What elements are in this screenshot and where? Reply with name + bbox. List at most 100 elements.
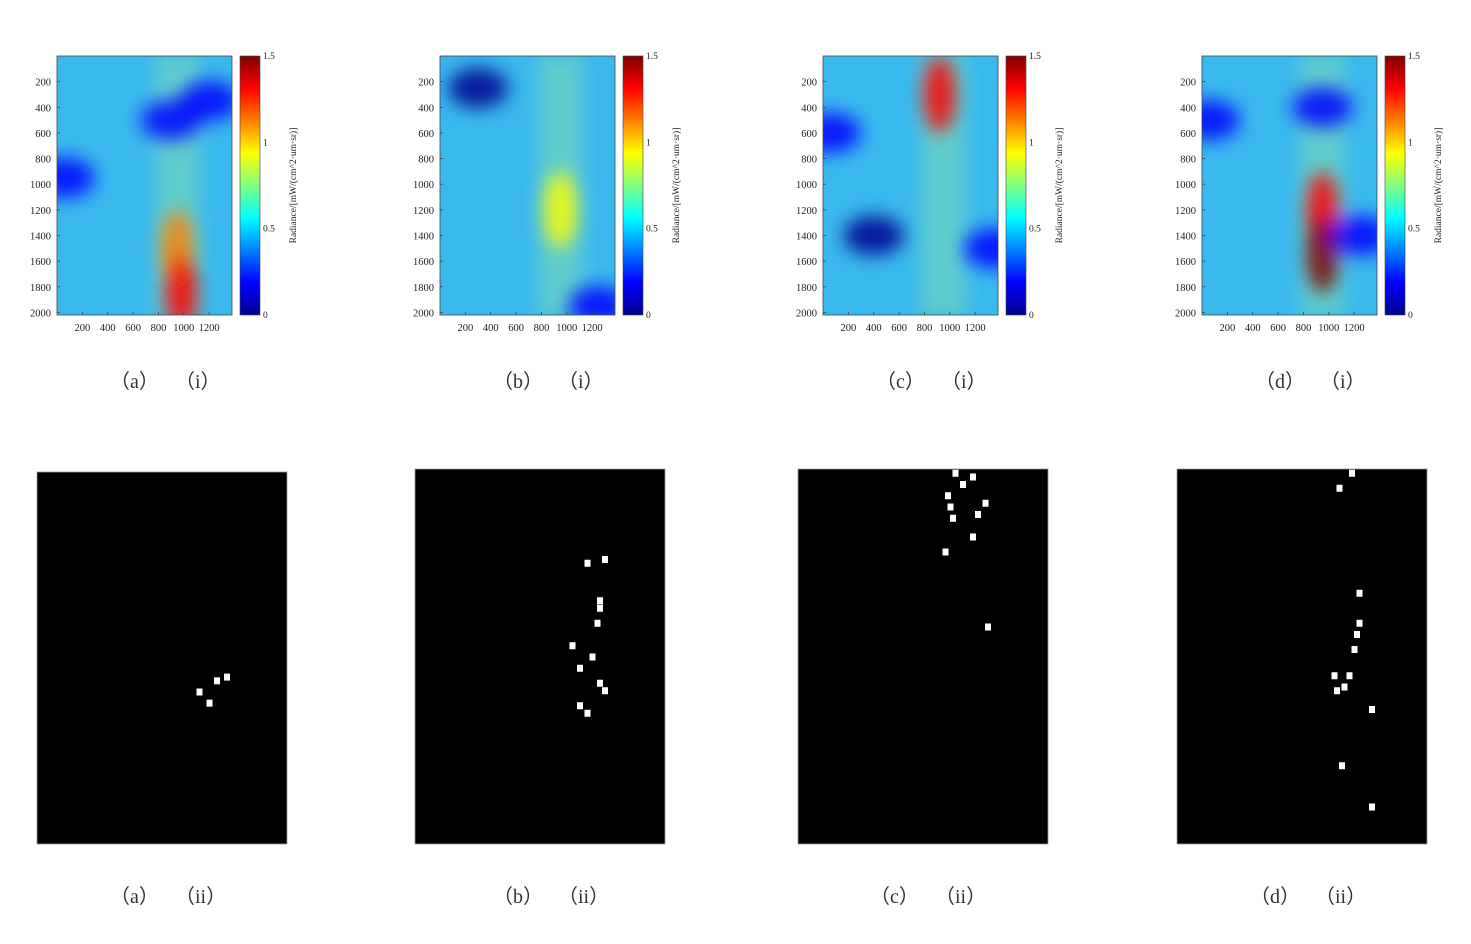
heatmap-feature <box>843 215 904 256</box>
colorbar-title: Radiance/[mW/(cm^2·um·sr)] <box>288 128 299 244</box>
mask-background <box>414 468 666 845</box>
x-tick-label: 600 <box>1270 323 1286 334</box>
colorbar-title: Radiance/[mW/(cm^2·um·sr)] <box>1054 128 1065 244</box>
x-tick-label: 800 <box>1296 323 1312 334</box>
mask-background <box>36 471 288 845</box>
x-tick-label: 400 <box>483 323 499 334</box>
detection-point <box>970 533 976 541</box>
y-tick-label: 800 <box>418 155 434 166</box>
heatmap-image <box>57 56 232 315</box>
heatmap-feature <box>823 112 861 153</box>
detection-point <box>1351 646 1358 653</box>
y-tick-label: 1800 <box>413 283 434 294</box>
detection-point <box>224 673 230 681</box>
detection-point <box>1369 803 1375 811</box>
colorbar-tick-label: 0 <box>1029 311 1034 321</box>
y-tick-label: 1800 <box>30 283 51 294</box>
detection-point <box>589 653 596 661</box>
mask-panel-d <box>1176 468 1428 845</box>
detection-point <box>960 481 966 488</box>
y-tick-label: 2000 <box>30 308 51 319</box>
mask-panel-b <box>414 468 666 845</box>
panel-caption-letter: （d） <box>1250 885 1300 908</box>
colorbar <box>622 55 644 316</box>
colorbar-tick-label: 1.5 <box>646 52 658 62</box>
panel-caption-letter: （b） <box>493 370 543 393</box>
colorbar <box>1005 55 1027 316</box>
x-tick-label: 1000 <box>173 323 194 334</box>
y-tick-label: 1200 <box>796 206 817 217</box>
y-tick-label: 600 <box>35 129 51 140</box>
detection-point <box>594 619 601 627</box>
y-tick-label: 1000 <box>1175 180 1196 191</box>
panel-caption-letter: （b） <box>493 885 543 908</box>
detection-point <box>214 677 220 685</box>
y-tick-label: 600 <box>801 129 817 140</box>
colorbar-title: Radiance/[mW/(cm^2·um·sr)] <box>1433 128 1444 244</box>
x-tick-label: 1200 <box>965 323 986 334</box>
detection-point <box>569 642 576 650</box>
y-tick-label: 2000 <box>796 308 817 319</box>
colorbar-tick-label: 1.5 <box>1029 52 1041 62</box>
heatmap-image <box>823 56 998 315</box>
colorbar-tick-label: 0.5 <box>263 225 275 235</box>
colorbar-tick-label: 0 <box>1408 311 1413 321</box>
heatmap-feature <box>165 255 198 315</box>
heatmap-features <box>448 68 615 315</box>
detection-point <box>1349 469 1355 477</box>
detection-point <box>952 469 959 477</box>
heatmap-features <box>57 80 232 315</box>
axes-frame <box>56 55 233 316</box>
detection-point <box>975 511 981 518</box>
heatmap-feature <box>1292 87 1353 128</box>
detection-point <box>1346 672 1353 680</box>
colorbar-tick-label: 1.5 <box>263 52 275 62</box>
x-tick-label: 200 <box>1219 323 1235 334</box>
y-tick-label: 200 <box>35 78 51 89</box>
panel-caption-index: （ii） <box>558 885 609 908</box>
detection-point <box>970 473 976 481</box>
panel-caption-index: （ii） <box>935 885 986 908</box>
heatmap-feature <box>568 286 615 315</box>
y-tick-label: 1000 <box>30 180 51 191</box>
detection-point <box>597 604 603 612</box>
heatmap-feature <box>1330 215 1377 256</box>
detection-point <box>597 597 603 605</box>
colorbar-title: Radiance/[mW/(cm^2·um·sr)] <box>671 128 682 244</box>
x-tick-label: 1000 <box>1318 323 1339 334</box>
detection-point <box>584 559 591 567</box>
mask-background <box>1176 468 1428 845</box>
heatmap-background <box>823 56 998 315</box>
y-tick-label: 200 <box>801 78 817 89</box>
y-tick-label: 1000 <box>796 180 817 191</box>
colorbar-tick-label: 1.5 <box>1408 52 1420 62</box>
y-tick-label: 400 <box>418 103 434 114</box>
x-tick-label: 600 <box>891 323 907 334</box>
x-tick-label: 1200 <box>582 323 603 334</box>
y-tick-label: 200 <box>418 78 434 89</box>
y-tick-label: 2000 <box>413 308 434 319</box>
detection-point <box>1354 631 1360 638</box>
axes-frame <box>439 55 616 316</box>
colorbar-tick-label: 0 <box>646 311 651 321</box>
detection-point <box>1336 484 1343 492</box>
y-tick-label: 1400 <box>1175 232 1196 243</box>
heatmap-feature <box>179 80 232 121</box>
colorbar-tick-label: 0.5 <box>1408 225 1420 235</box>
y-tick-label: 200 <box>1180 78 1196 89</box>
detection-point <box>1341 683 1348 691</box>
y-tick-label: 1600 <box>30 257 51 268</box>
heatmap-feature <box>1306 216 1339 293</box>
axes-frame <box>822 55 999 316</box>
heatmap-background <box>1202 56 1377 315</box>
y-tick-label: 1600 <box>796 257 817 268</box>
x-tick-label: 200 <box>74 323 90 334</box>
detection-point <box>577 664 583 672</box>
detection-point <box>947 503 954 511</box>
y-tick-label: 1600 <box>1175 257 1196 268</box>
heatmap-feature <box>544 171 577 248</box>
